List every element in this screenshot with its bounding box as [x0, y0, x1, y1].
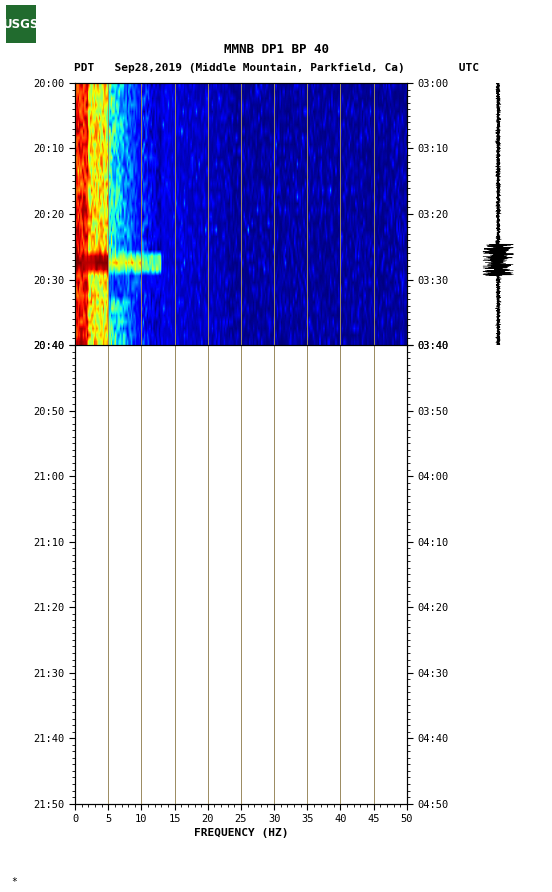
- Text: *: *: [11, 877, 17, 887]
- X-axis label: FREQUENCY (HZ): FREQUENCY (HZ): [194, 829, 288, 838]
- Bar: [6, 5, 36, 43]
- Text: USGS: USGS: [2, 18, 39, 30]
- Text: MMNB DP1 BP 40: MMNB DP1 BP 40: [224, 44, 328, 56]
- Text: PDT   Sep28,2019 (Middle Mountain, Parkfield, Ca)        UTC: PDT Sep28,2019 (Middle Mountain, Parkfie…: [73, 62, 479, 73]
